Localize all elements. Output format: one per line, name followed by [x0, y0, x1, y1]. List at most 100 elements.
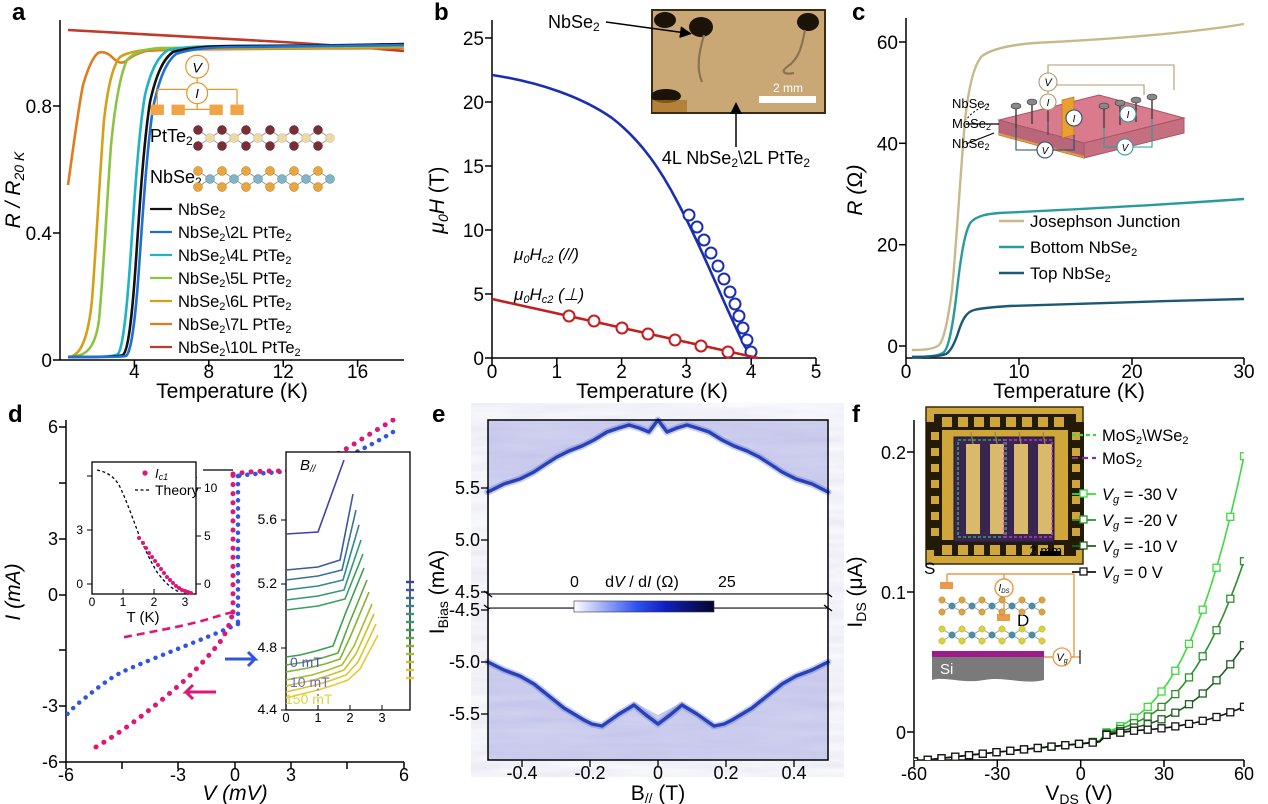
- svg-text:60: 60: [877, 33, 898, 54]
- svg-text:0: 0: [41, 351, 52, 372]
- svg-text:3: 3: [378, 710, 385, 725]
- svg-text:0.1: 0.1: [881, 583, 906, 603]
- svg-text:4: 4: [746, 362, 757, 383]
- svg-text:3: 3: [48, 529, 58, 549]
- svg-text:NbSe2\6L PtTe2: NbSe2\6L PtTe2: [178, 293, 291, 313]
- svg-text:6: 6: [399, 765, 409, 785]
- svg-text:10: 10: [463, 221, 484, 242]
- svg-text:b: b: [434, 0, 449, 26]
- svg-text:20: 20: [877, 236, 898, 257]
- svg-text:Temperature (K): Temperature (K): [156, 380, 308, 402]
- svg-text:5.5: 5.5: [455, 478, 480, 498]
- svg-text:4.4: 4.4: [258, 701, 278, 717]
- svg-text:NbSe2\10L PtTe2: NbSe2\10L PtTe2: [178, 339, 301, 359]
- svg-text:0: 0: [48, 585, 58, 605]
- svg-text:0: 0: [89, 595, 96, 609]
- svg-text:MoS2\WSe2: MoS2\WSe2: [1102, 427, 1189, 447]
- svg-text:2: 2: [346, 710, 353, 725]
- svg-text:16: 16: [347, 362, 368, 383]
- svg-text:Temperature (K): Temperature (K): [993, 380, 1145, 402]
- svg-text:30: 30: [1233, 362, 1254, 383]
- svg-text:Si: Si: [940, 661, 953, 678]
- svg-text:IBias (mA): IBias (mA): [426, 550, 451, 634]
- svg-text:I: I: [1047, 98, 1050, 109]
- svg-text:e: e: [432, 402, 445, 428]
- svg-text:2 mm: 2 mm: [773, 81, 803, 95]
- svg-text:5: 5: [811, 362, 822, 383]
- svg-text:-6: -6: [42, 752, 58, 772]
- svg-text:5.0: 5.0: [455, 530, 480, 550]
- svg-text:-60: -60: [901, 764, 927, 784]
- svg-text:NbSe2\5L PtTe2: NbSe2\5L PtTe2: [178, 270, 291, 290]
- svg-text:-0.4: -0.4: [506, 763, 537, 783]
- svg-text:d: d: [8, 402, 23, 428]
- svg-text:5: 5: [204, 529, 211, 543]
- svg-text:2: 2: [151, 595, 158, 609]
- svg-text:4.5: 4.5: [455, 582, 480, 602]
- svg-text:R / R20 K: R / R20 K: [2, 151, 27, 228]
- svg-text:4L NbSe2\2L PtTe2: 4L NbSe2\2L PtTe2: [662, 148, 810, 170]
- svg-text:R (Ω): R (Ω): [844, 164, 867, 215]
- svg-text:Vg = 0 V: Vg = 0 V: [1102, 564, 1163, 584]
- svg-text:-3: -3: [170, 765, 186, 785]
- svg-text:60: 60: [1234, 764, 1254, 784]
- svg-text:0: 0: [901, 362, 912, 383]
- svg-text:NbSe2\7L PtTe2: NbSe2\7L PtTe2: [178, 316, 291, 336]
- svg-text:NbSe2: NbSe2: [178, 201, 225, 221]
- svg-text:-4.5: -4.5: [449, 600, 480, 620]
- svg-text:1: 1: [552, 362, 563, 383]
- svg-text:S: S: [924, 559, 935, 578]
- svg-text:PtTe2: PtTe2: [150, 126, 193, 148]
- svg-text:Vg = -20 V: Vg = -20 V: [1102, 512, 1177, 532]
- svg-text:30: 30: [1154, 764, 1174, 784]
- svg-text:Vg = -10 V: Vg = -10 V: [1102, 538, 1177, 558]
- svg-text:T (K): T (K): [126, 609, 159, 626]
- svg-text:25: 25: [718, 574, 736, 591]
- svg-text:0: 0: [896, 723, 906, 743]
- svg-text:I: I: [1127, 110, 1130, 121]
- svg-text:-3: -3: [42, 696, 58, 716]
- svg-text:μ0Hc2 (⊥): μ0Hc2 (⊥): [513, 285, 584, 306]
- svg-text:0: 0: [76, 577, 83, 591]
- svg-text:NbSe2: NbSe2: [952, 136, 990, 152]
- svg-text:-5.5: -5.5: [449, 704, 480, 724]
- svg-text:150 mT: 150 mT: [285, 691, 333, 707]
- svg-text:2 mm: 2 mm: [1030, 543, 1063, 558]
- svg-text:1: 1: [120, 595, 127, 609]
- svg-text:0: 0: [1076, 764, 1086, 784]
- svg-text:0.4: 0.4: [781, 763, 806, 783]
- svg-text:0 mT: 0 mT: [290, 654, 322, 670]
- svg-text:MoS2: MoS2: [1102, 450, 1142, 470]
- svg-text:0: 0: [204, 577, 211, 591]
- svg-text:μ0H (T): μ0H (T): [426, 166, 451, 234]
- svg-text:4.8: 4.8: [258, 639, 278, 655]
- svg-text:dV / dI (Ω): dV / dI (Ω): [605, 574, 679, 591]
- svg-text:Temperature (K): Temperature (K): [576, 380, 728, 402]
- svg-text:μ0Hc2 (//): μ0Hc2 (//): [513, 245, 579, 266]
- svg-text:15: 15: [463, 157, 484, 178]
- svg-text:Bottom NbSe2: Bottom NbSe2: [1030, 238, 1137, 259]
- svg-text:0: 0: [887, 337, 898, 358]
- svg-text:Josephson Junction: Josephson Junction: [1030, 212, 1180, 231]
- svg-text:3: 3: [286, 765, 296, 785]
- svg-text:V: V: [192, 60, 203, 76]
- svg-text:I: I: [195, 86, 199, 101]
- svg-text:0: 0: [282, 710, 289, 725]
- svg-text:I (mA): I (mA): [2, 563, 25, 620]
- svg-text:5: 5: [473, 285, 484, 306]
- svg-text:0.4: 0.4: [26, 224, 53, 245]
- svg-text:-30: -30: [984, 764, 1010, 784]
- svg-text:3: 3: [76, 523, 83, 537]
- svg-text:5.2: 5.2: [258, 575, 278, 591]
- svg-text:1: 1: [314, 710, 321, 725]
- svg-text:c: c: [852, 0, 865, 26]
- svg-text:NbSe2: NbSe2: [548, 12, 600, 34]
- svg-text:0.8: 0.8: [26, 97, 52, 118]
- svg-text:V (mV): V (mV): [202, 782, 267, 804]
- svg-text:5.6: 5.6: [258, 511, 278, 527]
- svg-text:f: f: [852, 402, 861, 428]
- svg-text:0: 0: [653, 763, 663, 783]
- svg-text:0: 0: [570, 574, 579, 591]
- svg-text:IDS (μA): IDS (μA): [844, 556, 869, 627]
- svg-text:I: I: [1073, 114, 1076, 125]
